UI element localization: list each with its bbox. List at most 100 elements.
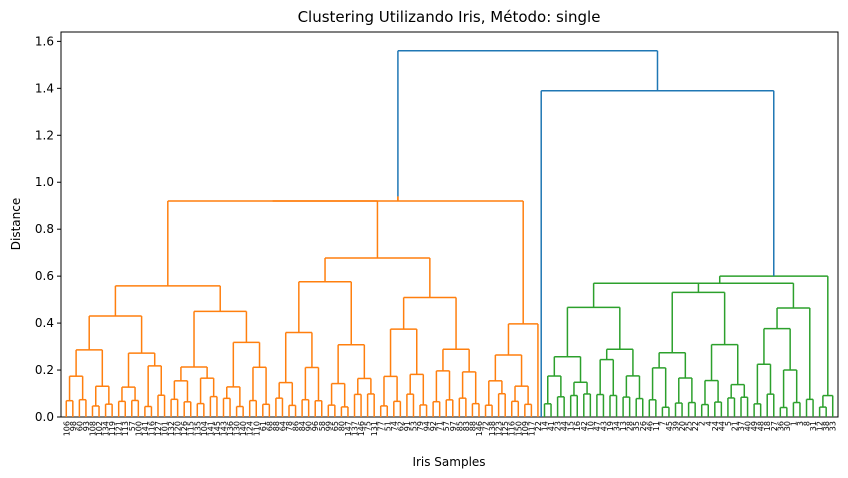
- dendrogram-links: [65, 50, 834, 417]
- leaf-label: 46: [645, 421, 654, 431]
- leaf-label: 31: [809, 421, 818, 431]
- leaf-label: 4: [704, 421, 713, 426]
- leaf-label: 10: [586, 421, 595, 431]
- leaf-label: 109: [521, 421, 530, 436]
- y-tick-label: 0.6: [35, 269, 54, 283]
- leaf-label: 65: [331, 421, 340, 431]
- leaf-label: 49: [750, 421, 759, 431]
- leaf-label: 124: [246, 421, 255, 436]
- leaf-label: 36: [776, 421, 785, 431]
- y-tick-label: 1.4: [35, 81, 54, 95]
- leaf-label: 120: [174, 421, 183, 436]
- leaf-label: 125: [501, 421, 510, 436]
- x-axis-label: Iris Samples: [412, 455, 485, 469]
- leaf-label: 126: [180, 421, 189, 436]
- leaf-label: 146: [475, 421, 484, 436]
- leaf-label: 77: [377, 421, 386, 431]
- leaf-label: 108: [88, 421, 97, 436]
- y-tick-label: 1.0: [35, 175, 54, 189]
- leaf-label: 27: [770, 421, 779, 431]
- leaf-label: 28: [626, 421, 635, 431]
- leaf-label: 53: [409, 421, 418, 431]
- leaf-label: 43: [599, 421, 608, 431]
- leaf-label: 131: [370, 421, 379, 436]
- leaf-label: 14: [540, 421, 549, 431]
- leaf-label: 44: [717, 421, 726, 431]
- leaf-label: 93: [82, 421, 91, 431]
- leaf-label: 117: [527, 421, 536, 436]
- leaf-label: 57: [442, 421, 451, 431]
- leaf-label: 16: [573, 421, 582, 431]
- leaf-label: 40: [744, 421, 753, 431]
- leaf-label: 97: [449, 421, 458, 431]
- leaf-label: 15: [567, 421, 576, 431]
- leaf-label: 86: [292, 421, 301, 431]
- leaf-label: 135: [193, 421, 202, 436]
- chart-title: Clustering Utilizando Iris, Método: sing…: [298, 8, 601, 26]
- leaf-label: 92: [429, 421, 438, 431]
- leaf-label: 58: [318, 421, 327, 431]
- leaf-label: 60: [75, 421, 84, 431]
- leaf-label: 146: [357, 421, 366, 436]
- leaf-label: 21: [730, 421, 739, 431]
- leaf-label: 2: [698, 421, 707, 426]
- leaf-label: 18: [763, 421, 772, 431]
- y-tick-label: 1.2: [35, 128, 54, 142]
- leaf-label: 3: [796, 421, 805, 426]
- leaf-labels: 1069860931081021341191211135710014111612…: [62, 421, 837, 436]
- leaf-label: 19: [606, 421, 615, 431]
- leaf-label: 147: [344, 421, 353, 436]
- leaf-label: 11: [652, 421, 661, 431]
- y-tick-label: 1.6: [35, 34, 54, 48]
- leaf-label: 75: [364, 421, 373, 431]
- leaf-label: 42: [580, 421, 589, 431]
- leaf-label: 134: [102, 421, 111, 436]
- leaf-label: 106: [62, 421, 71, 436]
- leaf-label: 34: [613, 421, 622, 431]
- leaf-label: 51: [383, 421, 392, 431]
- leaf-label: 140: [239, 421, 248, 436]
- leaf-label: 72: [482, 421, 491, 431]
- leaf-label: 57: [128, 421, 137, 431]
- leaf-label: 116: [147, 421, 156, 436]
- leaf-label: 136: [226, 421, 235, 436]
- leaf-label: 115: [187, 421, 196, 436]
- y-tick-label: 0.2: [35, 363, 54, 377]
- leaf-label: 141: [141, 421, 150, 436]
- leaf-label: 138: [488, 421, 497, 436]
- y-tick-label: 0.4: [35, 316, 54, 330]
- leaf-label: 71: [436, 421, 445, 431]
- leaf-label: 90: [305, 421, 314, 431]
- leaf-label: 33: [829, 421, 838, 431]
- leaf-label: 143: [219, 421, 228, 436]
- leaf-label: 12: [816, 421, 825, 431]
- leaf-label: 104: [200, 421, 209, 436]
- leaf-label: 132: [167, 421, 176, 436]
- leaf-label: 30: [783, 421, 792, 431]
- leaf-label: 35: [632, 421, 641, 431]
- leaf-label: 91: [403, 421, 412, 431]
- leaf-label: 7: [658, 421, 667, 426]
- leaf-label: 113: [121, 421, 130, 436]
- y-axis-label: Distance: [9, 198, 23, 250]
- leaf-label: 8: [803, 421, 812, 426]
- leaf-label: 45: [665, 421, 674, 431]
- leaf-label: 145: [213, 421, 222, 436]
- leaf-label: 79: [416, 421, 425, 431]
- leaf-label: 24: [711, 421, 720, 431]
- leaf-label: 20: [678, 421, 687, 431]
- leaf-label: 26: [639, 421, 648, 431]
- leaf-label: 141: [206, 421, 215, 436]
- leaf-label: 127: [154, 421, 163, 436]
- leaf-label: 13: [619, 421, 628, 431]
- y-tick-label: 0.0: [35, 410, 54, 424]
- leaf-label: 61: [259, 421, 268, 431]
- leaf-label: 150: [514, 421, 523, 436]
- leaf-label: 80: [337, 421, 346, 431]
- leaf-label: 62: [396, 421, 405, 431]
- leaf-label: 37: [737, 421, 746, 431]
- leaf-label: 39: [672, 421, 681, 431]
- leaf-label: 74: [390, 421, 399, 431]
- leaf-label: 123: [495, 421, 504, 436]
